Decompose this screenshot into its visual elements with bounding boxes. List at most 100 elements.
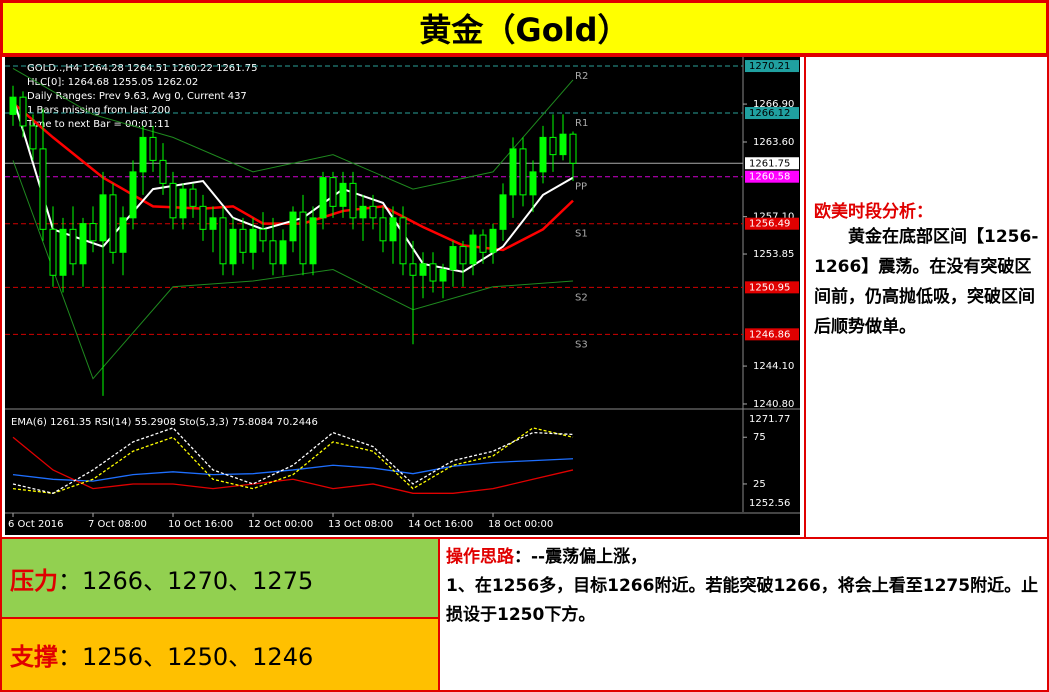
x-tick-label: 12 Oct 00:00 <box>248 519 313 530</box>
candle-body <box>159 159 167 184</box>
level-name: S1 <box>575 229 588 240</box>
indicator-title: EMA(6) 1261.35 RSI(14) 55.2908 Sto(5,3,3… <box>11 417 318 428</box>
info-line: Time to next Bar = 00:01:11 <box>26 119 170 130</box>
y-tick-label: 1263.60 <box>753 137 794 148</box>
candle-body <box>429 263 437 282</box>
candle-body <box>489 228 497 253</box>
candle-body <box>549 136 557 156</box>
x-tick-label: 18 Oct 00:00 <box>488 519 553 530</box>
candle-body <box>459 246 467 265</box>
x-tick-label: 10 Oct 16:00 <box>168 519 233 530</box>
info-line: 1 Bars missing from last 200 <box>27 105 170 116</box>
level-name: S2 <box>575 292 588 303</box>
candle-body <box>229 228 237 265</box>
x-tick-label: 7 Oct 08:00 <box>88 519 147 530</box>
candle-body <box>289 211 297 242</box>
support-row: 支撑 ：1256、1250、1246 <box>0 617 440 692</box>
chart: 1266.90 1263.60 1257.10 1253.85 1244.10 1240.… <box>5 57 800 535</box>
candle-body <box>519 148 527 196</box>
candle-body <box>319 177 327 219</box>
candle-body <box>49 228 57 276</box>
candle-body <box>189 188 197 207</box>
support-label: 支撑 <box>10 643 58 671</box>
candle-body <box>399 217 407 265</box>
candle-body <box>509 148 517 196</box>
level-name: R1 <box>575 118 588 129</box>
edge-label: 1271.77 <box>749 414 790 425</box>
level-price-box <box>745 281 799 294</box>
strategy-title: 操作思路 <box>446 547 514 567</box>
level-price-box <box>745 328 799 341</box>
header-title: 黄金（Gold） <box>0 0 1049 56</box>
candle-body <box>539 136 547 173</box>
candle-body <box>269 240 277 265</box>
candle-body <box>79 223 87 265</box>
candle-body <box>109 194 117 253</box>
candle-body <box>129 171 137 219</box>
candle-body <box>559 133 567 156</box>
candle-body <box>239 228 247 253</box>
candle-body <box>259 228 267 242</box>
candle-body <box>389 217 397 242</box>
candle-body <box>569 133 577 164</box>
indicator-line <box>12 427 574 494</box>
candle-body <box>139 136 147 173</box>
candle-body <box>119 217 127 253</box>
info-line: GOLD..,H4 1264.28 1264.51 1260.22 1261.7… <box>27 63 257 74</box>
resistance-label: 压力 <box>10 566 58 595</box>
candle-body <box>179 188 187 219</box>
candle-body <box>369 205 377 219</box>
candle-body <box>349 182 357 219</box>
candle-body <box>59 228 67 276</box>
indicator-line <box>12 458 574 482</box>
y-tick-label: 1257.10 <box>753 212 794 223</box>
candle-body <box>309 217 317 265</box>
y-tick-label: 1253.85 <box>753 249 794 260</box>
current-price: 1261.75 <box>749 158 790 169</box>
candle-body <box>209 217 217 230</box>
candle-body <box>99 194 107 242</box>
support-values: ：1256、1250、1246 <box>58 643 314 671</box>
candle-body <box>169 182 177 219</box>
level-price: 1246.86 <box>749 329 790 340</box>
candle-body <box>529 171 537 196</box>
y-tick-label: 75 <box>753 432 766 443</box>
candle-body <box>149 136 157 161</box>
candle-body <box>359 205 367 219</box>
level-price-box <box>745 170 799 183</box>
x-tick-label: 13 Oct 08:00 <box>328 519 393 530</box>
indicator-line <box>12 160 574 380</box>
indicator-line <box>12 68 574 190</box>
level-price-box <box>745 217 799 230</box>
candle-body <box>449 246 457 271</box>
info-line: HLC[0]: 1264.68 1255.05 1262.02 <box>27 77 198 88</box>
analysis-body: 黄金在底部区间【1256-1266】震荡。在没有突破区间前，仍高抛低吸，突破区间… <box>814 227 1039 337</box>
candle-body <box>29 125 37 150</box>
level-price: 1270.21 <box>749 61 790 72</box>
candle-body <box>199 205 207 230</box>
candle-body <box>89 223 97 242</box>
current-price-box <box>745 157 799 170</box>
candle-body <box>439 269 447 282</box>
indicator-line <box>12 436 574 494</box>
x-tick-label: 6 Oct 2016 <box>8 519 63 530</box>
candle-body <box>339 182 347 207</box>
candle-body <box>279 240 287 265</box>
candle-body <box>299 211 307 265</box>
edge-label: 1252.56 <box>749 498 790 509</box>
strategy-subtitle: ：--震荡偏上涨， <box>514 547 648 567</box>
candle-body <box>379 217 387 242</box>
candle-body <box>249 228 257 253</box>
candle-body <box>419 263 427 276</box>
candle-body <box>9 96 17 115</box>
candle-body <box>499 194 507 230</box>
info-line: Daily Ranges: Prev 9.63, Avg 0, Current … <box>27 91 247 102</box>
candle-body <box>409 263 417 276</box>
candle-body <box>219 217 227 265</box>
level-price-box <box>745 107 799 120</box>
strategy-body: 1、在1256多，目标1266附近。若能突破1266，将会上看至1275附近。止… <box>446 576 1039 625</box>
level-price: 1250.95 <box>749 282 790 293</box>
indicator-line <box>12 427 574 495</box>
candle-body <box>479 234 487 253</box>
